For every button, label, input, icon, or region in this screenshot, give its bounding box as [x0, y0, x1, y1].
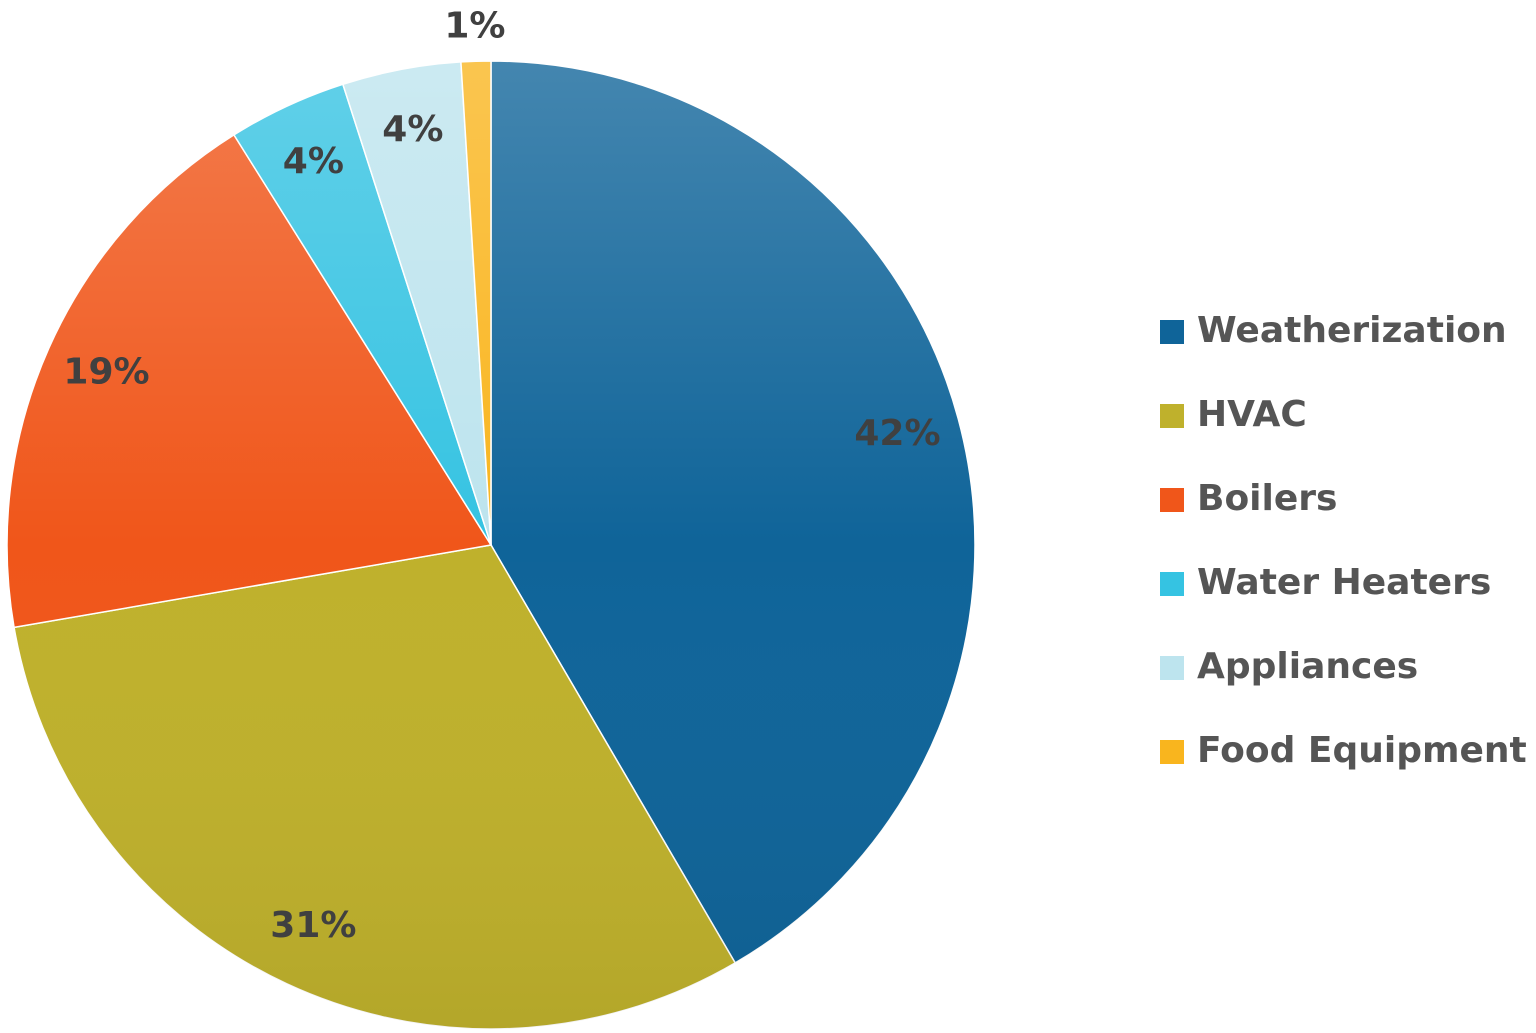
data-label: 19% [63, 351, 149, 392]
legend-label: Weatherization [1197, 310, 1507, 351]
legend-swatch [1160, 740, 1184, 764]
legend-label: Appliances [1197, 646, 1418, 687]
data-label: 1% [444, 5, 505, 46]
legend-label: Boilers [1197, 478, 1337, 519]
legend-swatch [1160, 656, 1184, 680]
labels: 42% 31% 19% 4% 4% 1% [63, 5, 940, 945]
legend-swatch [1160, 572, 1184, 596]
legend: Weatherization HVAC Boilers Water Heaters Ap… [1160, 310, 1527, 771]
legend-label: Water Heaters [1197, 562, 1491, 603]
legend-swatch [1160, 488, 1184, 512]
legend-swatch [1160, 404, 1184, 428]
data-label: 42% [854, 413, 940, 454]
pie [6, 60, 976, 1030]
legend-label: Food Equipment [1197, 730, 1527, 771]
legend-swatch [1160, 320, 1184, 344]
data-label: 4% [283, 141, 344, 182]
data-label: 4% [382, 109, 443, 150]
legend-label: HVAC [1197, 394, 1307, 435]
data-label: 31% [270, 905, 356, 946]
